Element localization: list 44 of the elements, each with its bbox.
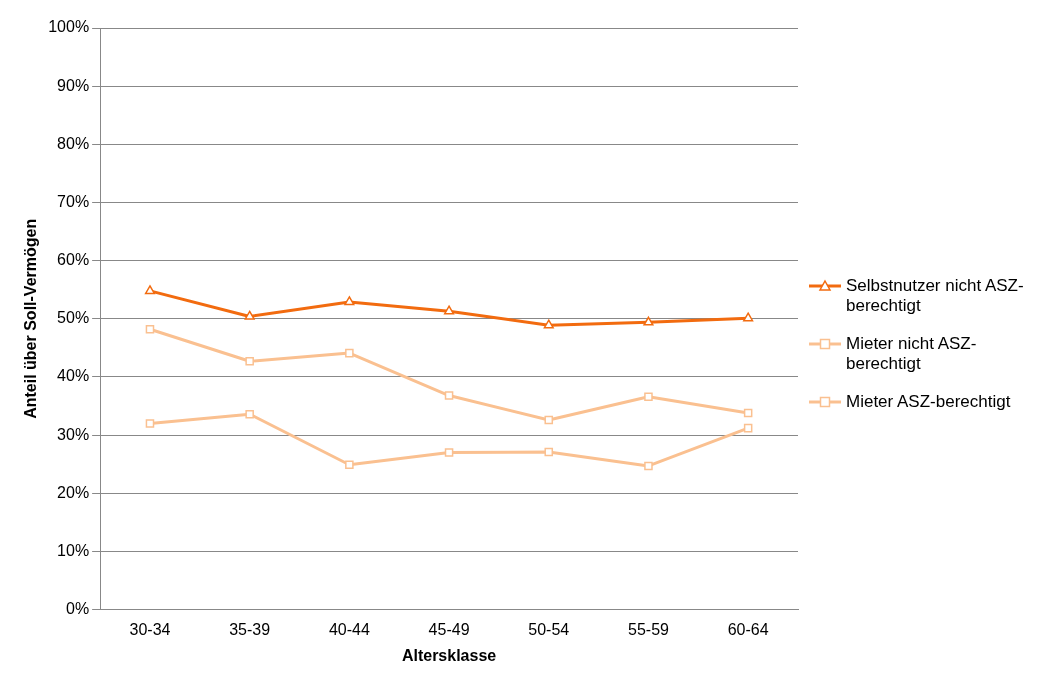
point [245, 356, 254, 366]
point [244, 310, 255, 320]
y-tick-label: 100% [48, 18, 90, 36]
point [643, 316, 654, 326]
x-tick-label: 40-44 [328, 620, 370, 638]
point [543, 319, 554, 329]
point [345, 348, 354, 358]
x-axis-title: Altersklasse [401, 646, 497, 664]
point [544, 415, 554, 425]
y-tick-label: 0% [66, 600, 90, 618]
y-tick-label: 90% [57, 76, 90, 94]
point [444, 448, 454, 457]
y-tick-label: 10% [57, 541, 90, 559]
point [743, 423, 753, 433]
point [145, 324, 155, 334]
legend-label: Mieter nicht ASZ-berechtigt [846, 334, 978, 374]
point [444, 391, 454, 400]
x-tick-label: 45-49 [428, 620, 470, 638]
point [644, 392, 653, 402]
point [544, 447, 554, 457]
y-tick-label: 20% [57, 483, 90, 501]
x-tick-label: 35-39 [229, 620, 271, 638]
legend-label: Mieter ASZ-berechtigt [846, 392, 1012, 412]
y-tick-label: 60% [57, 251, 90, 269]
point [743, 312, 754, 322]
y-tick-label: 70% [57, 192, 90, 210]
point [644, 461, 653, 471]
y-tick-label: 30% [57, 425, 90, 443]
y-tick-label: 40% [57, 367, 90, 385]
point [144, 285, 156, 295]
x-tick-label: 50-54 [528, 620, 570, 638]
legend-label: Selbstnutzer nicht ASZ-berechtigt [846, 276, 1025, 316]
point [145, 419, 155, 428]
point [344, 296, 355, 306]
x-tick-label: 30-34 [129, 620, 171, 638]
y-axis-title: Anteil über Soll-Vermögen [22, 218, 40, 419]
point [245, 409, 254, 419]
point [743, 408, 753, 418]
point [345, 460, 354, 470]
point [443, 305, 455, 315]
x-tick-label: 55-59 [627, 620, 670, 638]
y-tick-label: 50% [57, 309, 90, 327]
y-tick-label: 80% [57, 134, 90, 152]
x-tick-label: 60-64 [727, 620, 769, 638]
